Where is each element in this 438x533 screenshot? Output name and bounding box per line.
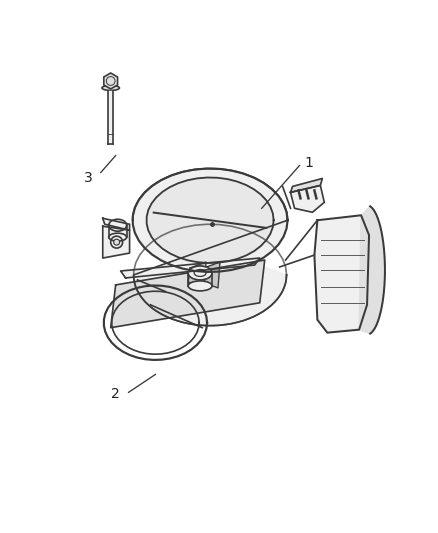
- Polygon shape: [290, 179, 322, 192]
- Ellipse shape: [188, 281, 212, 291]
- Polygon shape: [202, 262, 220, 288]
- Text: 1: 1: [304, 156, 313, 169]
- Polygon shape: [147, 177, 274, 263]
- Text: 3: 3: [84, 172, 92, 185]
- Text: 2: 2: [111, 387, 120, 401]
- Polygon shape: [133, 168, 288, 326]
- Ellipse shape: [109, 233, 127, 241]
- Polygon shape: [290, 185, 324, 212]
- Polygon shape: [120, 258, 260, 278]
- Circle shape: [114, 239, 120, 245]
- Polygon shape: [103, 226, 130, 258]
- Polygon shape: [104, 73, 117, 89]
- Polygon shape: [103, 218, 130, 230]
- Ellipse shape: [109, 219, 127, 231]
- Polygon shape: [108, 91, 113, 144]
- Polygon shape: [111, 260, 265, 328]
- Polygon shape: [188, 262, 206, 288]
- Polygon shape: [359, 206, 385, 334]
- Polygon shape: [133, 168, 288, 272]
- Polygon shape: [314, 215, 369, 333]
- Ellipse shape: [102, 85, 120, 91]
- Ellipse shape: [188, 266, 212, 280]
